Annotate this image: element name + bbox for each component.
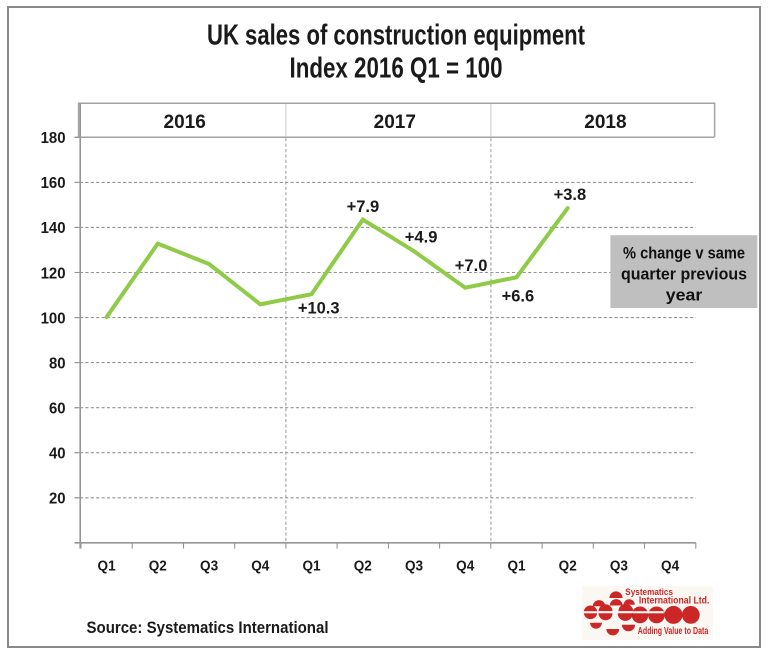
svg-text:Q2: Q2	[559, 558, 577, 574]
svg-text:+7.0: +7.0	[455, 257, 488, 275]
svg-text:Q3: Q3	[405, 558, 423, 574]
svg-text:Q3: Q3	[200, 558, 218, 574]
svg-text:UK sales of construction equip: UK sales of construction equipment	[207, 20, 585, 52]
svg-text:+3.8: +3.8	[554, 186, 587, 204]
svg-text:+4.9: +4.9	[405, 229, 438, 247]
svg-text:60: 60	[49, 401, 66, 418]
svg-text:2016: 2016	[164, 112, 206, 133]
svg-text:International Ltd.: International Ltd.	[639, 594, 710, 606]
svg-text:Q4: Q4	[456, 558, 474, 574]
svg-text:year: year	[666, 286, 703, 304]
svg-text:180: 180	[41, 130, 66, 147]
svg-text:2018: 2018	[584, 112, 626, 133]
svg-text:+6.6: +6.6	[502, 287, 535, 305]
svg-text:+10.3: +10.3	[298, 299, 340, 317]
svg-text:Index 2016 Q1 = 100: Index 2016 Q1 = 100	[290, 53, 503, 85]
svg-text:Q3: Q3	[610, 558, 628, 574]
svg-text:140: 140	[41, 220, 66, 237]
svg-text:Q1: Q1	[302, 558, 320, 574]
svg-text:Q4: Q4	[251, 558, 269, 574]
svg-text:Q2: Q2	[354, 558, 372, 574]
svg-text:% change v same: % change v same	[623, 245, 745, 263]
svg-text:Systematics: Systematics	[625, 587, 673, 597]
svg-text:40: 40	[49, 446, 66, 463]
svg-text:160: 160	[41, 175, 66, 192]
svg-text:120: 120	[41, 265, 66, 282]
svg-text:+7.9: +7.9	[347, 198, 380, 216]
svg-text:Q4: Q4	[661, 558, 679, 574]
svg-text:Adding Value to Data: Adding Value to Data	[638, 625, 709, 637]
svg-text:Q1: Q1	[507, 558, 525, 574]
svg-text:100: 100	[41, 310, 66, 327]
svg-text:quarter previous: quarter previous	[621, 266, 747, 284]
svg-text:20: 20	[49, 491, 66, 508]
svg-text:2017: 2017	[374, 112, 416, 133]
svg-text:80: 80	[49, 355, 66, 372]
svg-text:Q2: Q2	[149, 558, 167, 574]
svg-text:Q1: Q1	[98, 558, 116, 574]
svg-text:Source: Systematics Internatio: Source: Systematics International	[87, 619, 329, 637]
